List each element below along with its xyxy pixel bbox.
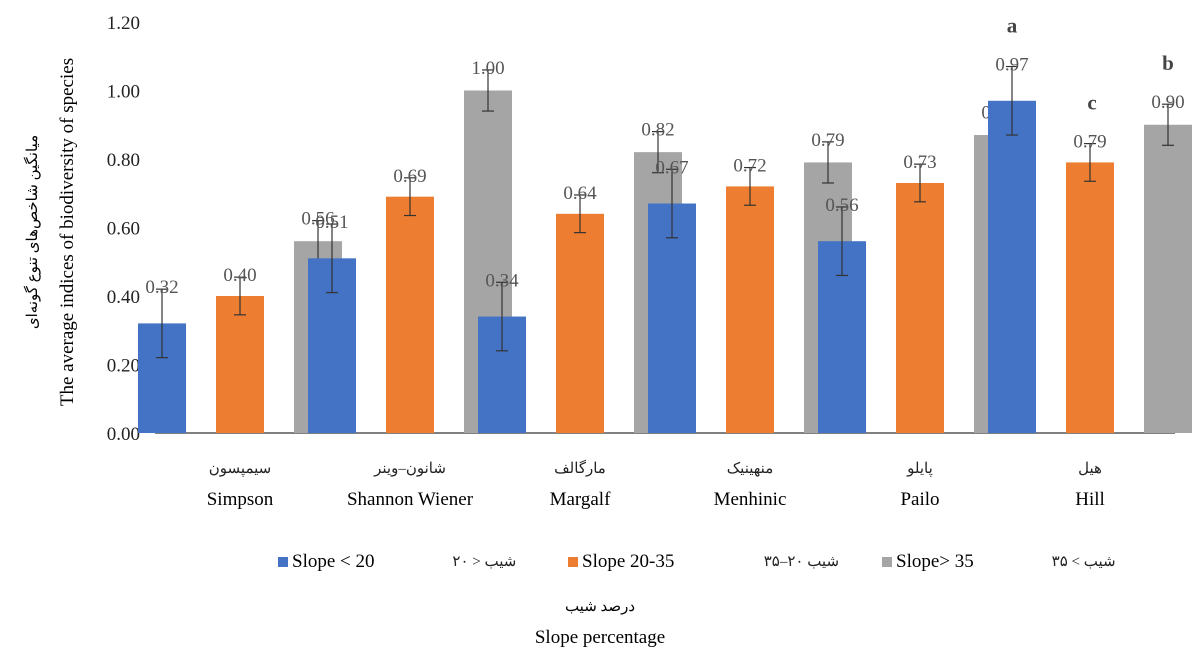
legend-swatch: [568, 557, 578, 567]
bar: [988, 100, 1036, 434]
data-label: 0.79: [1073, 132, 1106, 153]
x-axis-title: Slope percentage: [535, 627, 665, 648]
y-axis-ticks: 0.00 0.20 0.40 0.60 0.80 1.00 1.20: [107, 13, 140, 445]
bar: [556, 213, 604, 433]
category-label: Hill: [1075, 489, 1105, 510]
category-labels: سیمپسون Simpson شانون–وینر Shannon Wiener ما…: [207, 459, 1105, 510]
bar: [896, 182, 944, 433]
bar: [216, 296, 264, 433]
data-label: 0.82: [641, 120, 674, 141]
y-axis-title-persian: میانگین شاخص‌های تنوع گونه‌ای: [23, 135, 41, 329]
data-label: 0.56: [825, 195, 858, 216]
legend-label: Slope> 35: [896, 551, 974, 572]
bar: [1144, 124, 1192, 433]
category-label-persian: پایلو: [906, 461, 933, 477]
legend-label: Slope < 20: [292, 551, 375, 572]
data-label: 0.67: [655, 157, 688, 178]
y-tick-label: 0.80: [107, 150, 140, 171]
category-label-persian: سیمپسون: [209, 461, 271, 477]
significance-letter: b: [1162, 51, 1174, 75]
legend-label: Slope 20-35: [582, 551, 674, 572]
category-label-persian: هیل: [1078, 461, 1102, 477]
legend: Slope < 20 شیب < ۲۰ Slope 20-35 شیب ۲۰–۳۵ Sl…: [278, 551, 1116, 572]
data-label: 0.97: [995, 55, 1028, 76]
bar: [726, 186, 774, 433]
legend-label-persian: شیب ۲۰–۳۵: [764, 554, 839, 570]
bar: [386, 196, 434, 433]
data-label: 0.79: [811, 130, 844, 151]
y-tick-label: 1.20: [107, 13, 140, 34]
y-tick-label: 0.40: [107, 287, 140, 308]
category-label: Simpson: [207, 489, 274, 510]
category-label: Shannon Wiener: [347, 489, 474, 510]
significance-letter: c: [1087, 91, 1096, 115]
data-label: 0.51: [315, 212, 348, 233]
legend-swatch: [278, 557, 288, 567]
data-label: 0.34: [485, 270, 519, 291]
bar: [1066, 162, 1114, 434]
y-tick-label: 0.00: [107, 424, 140, 445]
data-label: 0.69: [393, 166, 426, 187]
data-label: 0.32: [145, 277, 178, 298]
x-axis-title-persian: درصد شیب: [565, 599, 635, 615]
legend-label-persian: شیب < ۲۰: [452, 554, 516, 570]
bars-group: 0.32 0.40 0.56 0.51 0.69 1.00 0.34 0.64 0.82 0.67…: [138, 14, 1192, 434]
significance-letter: a: [1007, 14, 1018, 38]
legend-swatch: [882, 557, 892, 567]
category-label: Pailo: [900, 489, 939, 510]
data-label: 0.40: [223, 265, 256, 286]
data-label: 0.64: [563, 183, 597, 204]
data-label: 0.73: [903, 152, 936, 173]
data-label: 0.72: [733, 156, 766, 177]
y-tick-label: 0.20: [107, 356, 140, 377]
y-axis-title: The average indices of biodiversity of s…: [57, 58, 78, 406]
bar: [648, 203, 696, 433]
data-label: 1.00: [471, 58, 504, 79]
category-label-persian: مارگالف: [554, 459, 606, 477]
y-tick-label: 1.00: [107, 82, 140, 103]
category-label: Margalf: [550, 489, 612, 510]
legend-label-persian: شیب > ۳۵: [1052, 554, 1116, 570]
category-label-persian: منهینیک: [727, 461, 773, 477]
category-label: Menhinic: [714, 489, 787, 510]
data-label: 0.90: [1151, 92, 1184, 113]
y-tick-label: 0.60: [107, 219, 140, 240]
category-label-persian: شانون–وینر: [373, 461, 446, 477]
